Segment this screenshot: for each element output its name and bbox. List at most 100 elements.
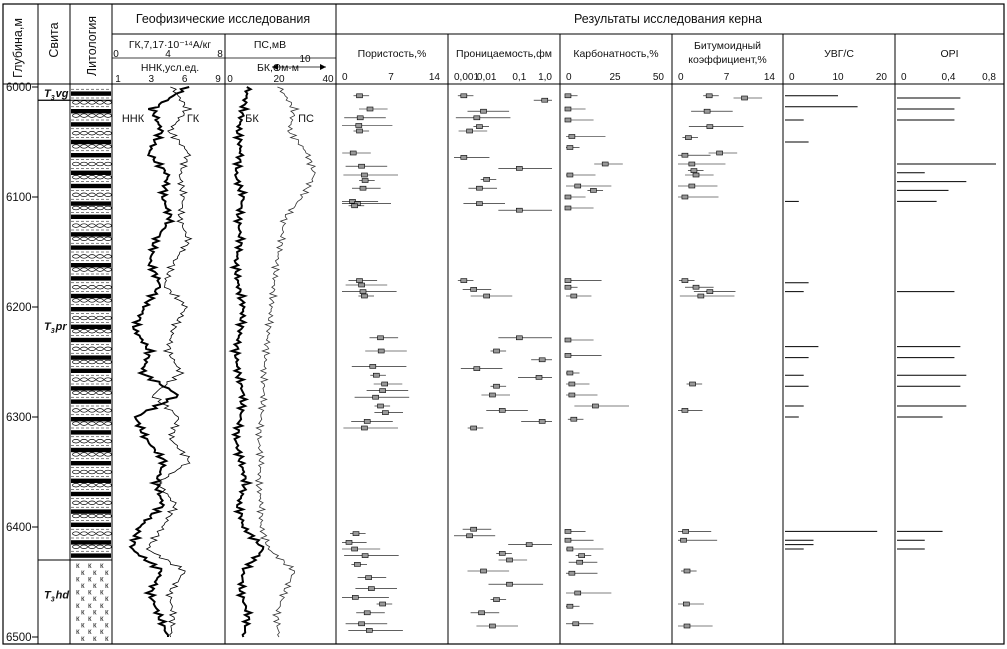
core-sample-mark	[566, 546, 574, 552]
depth-axis: 6000 6100 6200 6300 6400 6500	[6, 82, 38, 644]
core-sample-mark	[476, 201, 483, 206]
depth-label: 6200	[6, 302, 32, 314]
core-sample-mark	[572, 621, 580, 627]
litho-sandstone-mark	[96, 390, 104, 395]
core-sample-mark	[498, 408, 506, 413]
litho-sandstone-mark	[88, 100, 96, 105]
suite-name: vg	[56, 88, 69, 100]
litho-sandstone-mark	[72, 298, 80, 303]
litho-sandstone-mark	[104, 192, 112, 197]
core-sample-mark	[476, 185, 483, 191]
litho-shale-band	[71, 553, 111, 558]
suite-index: 3	[51, 328, 55, 335]
litho-sandstone-mark	[72, 390, 80, 395]
litho-shale-band	[71, 276, 111, 281]
core-sample-mark	[576, 559, 584, 565]
core-sample-mark	[716, 150, 723, 156]
litho-sandstone-mark	[96, 421, 104, 426]
litho-sandstone-mark	[80, 113, 88, 118]
litho-sandstone-mark	[80, 100, 88, 105]
core-sample-mark	[516, 166, 523, 171]
core-sample-mark	[470, 425, 477, 431]
core-sample-mark	[683, 568, 691, 574]
core-column-title: OPI	[940, 48, 958, 60]
core-tick-label: 14	[429, 72, 441, 83]
litho-sandstone-mark	[72, 223, 80, 228]
litho-sandstone-mark	[88, 144, 96, 149]
nnk-tick-label: 6	[182, 74, 188, 85]
litho-sandstone-mark	[80, 408, 88, 413]
suite-label: T3vg	[44, 88, 69, 102]
core-sample-mark	[358, 621, 365, 627]
core-tick-label: 0	[789, 72, 795, 83]
core-tick-label: 0	[678, 72, 684, 83]
core-sample-mark	[361, 553, 369, 558]
core-sample-mark	[680, 537, 687, 543]
litho-sandstone-mark	[72, 531, 80, 536]
litho-sandstone-mark	[72, 421, 80, 426]
litho-sandstone-mark	[88, 377, 96, 382]
curve-ННК	[128, 86, 190, 638]
litho-sandstone-mark	[104, 267, 112, 272]
litho-shale-band	[71, 307, 111, 312]
core-sample-mark	[574, 183, 582, 189]
litho-sandstone-mark	[88, 513, 96, 519]
litho-sandstone-mark	[80, 298, 88, 303]
litho-volcanic-mark: к	[100, 588, 104, 597]
core-sample-mark	[568, 392, 576, 398]
core-sample-mark	[354, 562, 361, 567]
litho-sandstone-mark	[80, 531, 88, 536]
litho-sandstone-mark	[88, 205, 96, 211]
litho-sandstone-mark	[72, 452, 80, 457]
litho-sandstone-mark	[80, 500, 88, 505]
column-headers: Глубина,м Свита Литология Геофизические …	[11, 12, 762, 78]
litho-shale-band	[71, 232, 111, 237]
core-sample-mark	[365, 575, 372, 580]
litho-sandstone-mark	[80, 131, 88, 136]
litho-sandstone-mark	[80, 254, 88, 259]
litho-sandstone-mark	[80, 346, 88, 351]
litho-shale-band	[71, 201, 111, 206]
litho-sandstone-mark	[104, 421, 112, 426]
core-tick-label: 0,8	[982, 72, 996, 83]
geophysics-track-headers: ГК,7,17·10⁻¹⁴А/кг ННК,усл.ед. ПС,мВ 10 Б…	[113, 39, 334, 85]
litho-shale-band	[71, 214, 111, 219]
core-column-title: УВГ/С	[824, 48, 854, 60]
litho-sandstone-mark	[80, 377, 88, 382]
litho-sandstone-mark	[96, 161, 104, 167]
litho-volcanic-mark: к	[81, 581, 85, 590]
litho-sandstone-mark	[96, 513, 104, 519]
litho-sandstone-mark	[96, 408, 104, 413]
core-sample-mark	[564, 353, 572, 358]
core-sample-mark	[381, 381, 389, 387]
core-tick-label: 0,1	[512, 72, 526, 83]
core-sample-mark	[516, 335, 523, 341]
nnk-axis-label: ННК,усл.ед.	[141, 62, 199, 74]
core-sample-mark	[359, 185, 367, 191]
core-sample-mark	[365, 628, 373, 633]
litho-sandstone-mark	[80, 329, 88, 334]
litho-sandstone-mark	[80, 236, 88, 241]
litho-sandstone-mark	[80, 359, 88, 365]
litho-sandstone-mark	[80, 144, 88, 149]
core-sample-mark	[382, 410, 389, 415]
litho-sandstone-mark	[72, 113, 80, 118]
core-sample-mark	[473, 366, 481, 371]
core-sample-mark	[506, 557, 513, 563]
litho-sandstone-mark	[96, 298, 104, 303]
litho-sandstone-mark	[88, 483, 96, 488]
litho-sandstone-mark	[88, 192, 96, 197]
litho-sandstone-mark	[104, 161, 112, 167]
core-sample-mark	[480, 108, 487, 114]
litho-volcanic-mark: к	[93, 634, 97, 643]
table-frame	[2, 3, 1005, 645]
core-sample-mark	[706, 289, 714, 294]
litho-sandstone-mark	[88, 161, 96, 167]
depth-label: 6000	[6, 82, 32, 94]
litho-sandstone-mark	[80, 175, 88, 180]
litho-shale-band	[71, 245, 111, 250]
core-sample-mark	[493, 348, 500, 354]
core-sample-mark	[690, 168, 698, 173]
litho-volcanic-mark: к	[100, 614, 104, 623]
core-sample-mark	[359, 289, 367, 294]
